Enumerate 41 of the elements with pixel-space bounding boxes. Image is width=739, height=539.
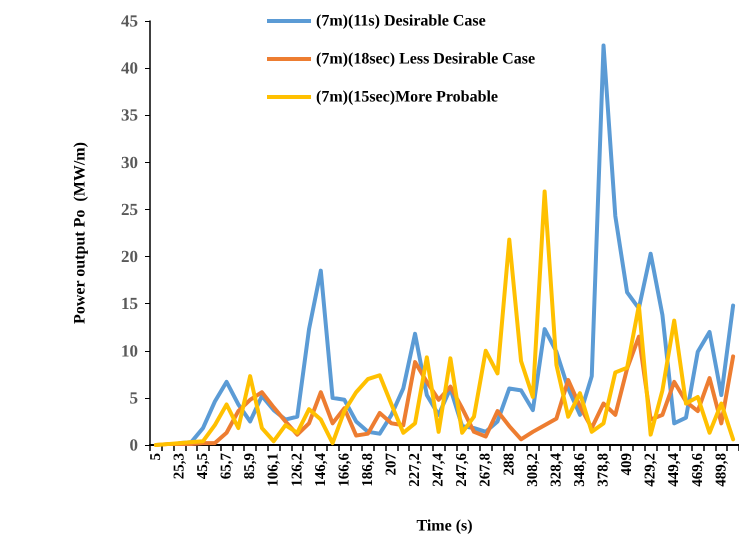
y-tick-label: 5: [130, 388, 138, 408]
x-tick-label: 348,6: [572, 452, 588, 487]
x-tick-label: 65,7: [218, 452, 235, 480]
x-tick-label: 489,8: [713, 453, 730, 487]
x-tick-label: 106,1: [266, 453, 282, 487]
x-axis-title: Time (s): [416, 518, 473, 534]
y-tick-label: 0: [130, 436, 138, 454]
x-tick-label: 469,6: [690, 452, 706, 487]
y-tick-label: 20: [121, 247, 138, 266]
x-tick-label: 166,6: [336, 452, 352, 487]
y-axis-title: Power output Po (MW/m): [72, 142, 88, 324]
legend-label: (7m)(11s) Desirable Case: [316, 12, 486, 30]
x-tick-label: 449,4: [666, 452, 682, 487]
legend-label: (7m)(15sec)More Probable: [316, 88, 498, 106]
x-tick-label: 126,2: [289, 453, 306, 487]
x-tick-label: 5: [148, 453, 164, 460]
x-tick-label: 45,5: [195, 453, 212, 480]
x-tick-label: 247,6: [454, 452, 470, 487]
x-tick-label: 308,2: [524, 453, 541, 487]
x-tick-label: 207: [383, 452, 400, 476]
y-tick-label: 15: [121, 294, 138, 314]
y-tick-label: 45: [121, 12, 138, 30]
x-tick-label: 247,4: [430, 452, 447, 487]
y-tick-label: 10: [121, 341, 138, 360]
x-tick-label: 146,4: [312, 452, 329, 487]
x-tick-label: 267,8: [478, 453, 494, 487]
x-tick-label: 85,9: [242, 453, 258, 480]
x-tick-label: 328,4: [548, 452, 564, 487]
x-tick-label: 288: [501, 453, 518, 476]
x-tick-label: 409: [619, 453, 636, 476]
y-tick-label: 25: [121, 200, 138, 219]
legend-label: (7m)(18sec) Less Desirable Case: [316, 50, 536, 68]
x-tick-label: 429,2: [642, 453, 659, 487]
line-series: [154, 190, 736, 447]
y-tick-label: 30: [121, 152, 138, 172]
x-tick-label: 186,8: [360, 453, 376, 487]
y-tick-label: 35: [121, 106, 138, 125]
x-tick-label: 227,2: [407, 453, 424, 487]
x-tick-label: 378,8: [596, 453, 612, 487]
y-tick-label: 40: [121, 58, 138, 78]
x-tick-label: 25,3: [171, 453, 188, 480]
